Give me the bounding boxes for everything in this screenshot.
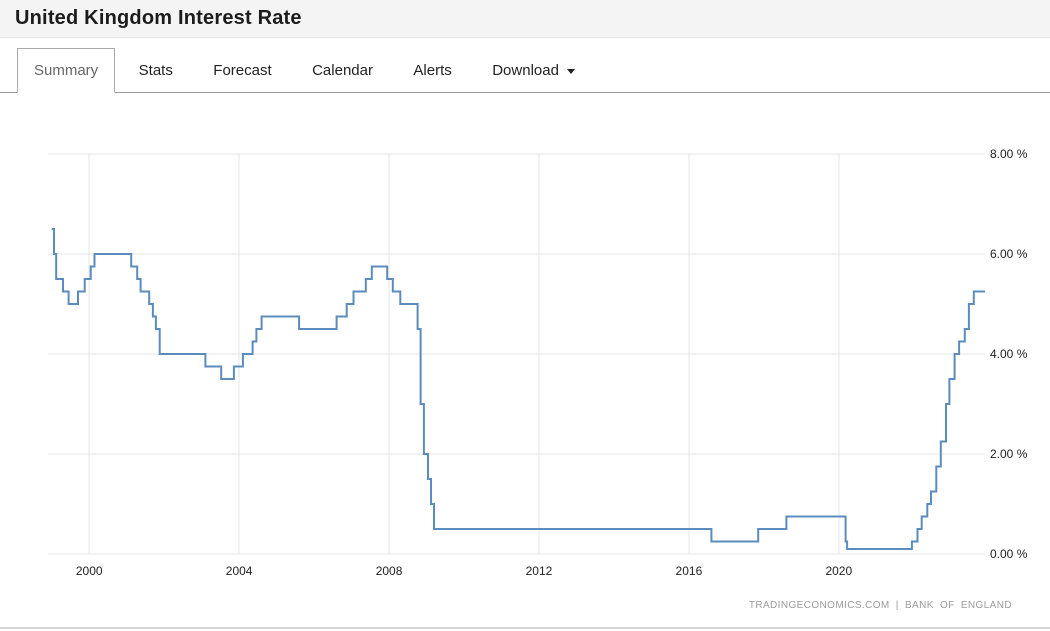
tab-alerts-label: Alerts (413, 62, 452, 79)
tab-stats[interactable]: Stats (122, 48, 190, 92)
tab-summary-label: Summary (34, 62, 99, 79)
y-axis-label: 8.00 % (990, 147, 1028, 161)
chart-plot-area[interactable] (48, 154, 985, 554)
x-axis-label: 2004 (225, 564, 253, 578)
tab-calendar[interactable]: Calendar (295, 48, 390, 92)
tab-summary[interactable]: Summary (17, 48, 116, 93)
tab-bar: Summary Stats Forecast Calendar Alerts D… (0, 48, 1050, 93)
tab-alerts[interactable]: Alerts (396, 48, 468, 92)
page-header: United Kingdom Interest Rate (0, 0, 1050, 38)
page-title: United Kingdom Interest Rate (15, 7, 302, 29)
interest-rate-chart: TRADINGECONOMICS.COM | BANK OF ENGLAND 0… (0, 93, 1050, 629)
x-axis-label: 2012 (525, 564, 553, 578)
tab-download-label: Download (492, 62, 559, 79)
tab-download[interactable]: Download (475, 48, 592, 92)
x-axis-label: 2020 (825, 564, 853, 578)
y-axis-label: 6.00 % (990, 247, 1028, 261)
chart-svg (48, 153, 985, 555)
tab-forecast[interactable]: Forecast (196, 48, 288, 92)
x-axis-label: 2016 (675, 564, 703, 578)
y-axis-label: 4.00 % (990, 347, 1028, 361)
chart-attribution: TRADINGECONOMICS.COM | BANK OF ENGLAND (748, 600, 1012, 611)
y-axis-label: 0.00 % (990, 547, 1028, 561)
x-axis-label: 2008 (375, 564, 403, 578)
tab-calendar-label: Calendar (312, 62, 373, 79)
tab-forecast-label: Forecast (213, 62, 272, 79)
y-axis-label: 2.00 % (990, 447, 1028, 461)
series-line (51, 228, 985, 550)
x-axis-label: 2000 (75, 564, 103, 578)
tab-stats-label: Stats (138, 62, 173, 79)
chevron-down-icon (566, 68, 575, 74)
